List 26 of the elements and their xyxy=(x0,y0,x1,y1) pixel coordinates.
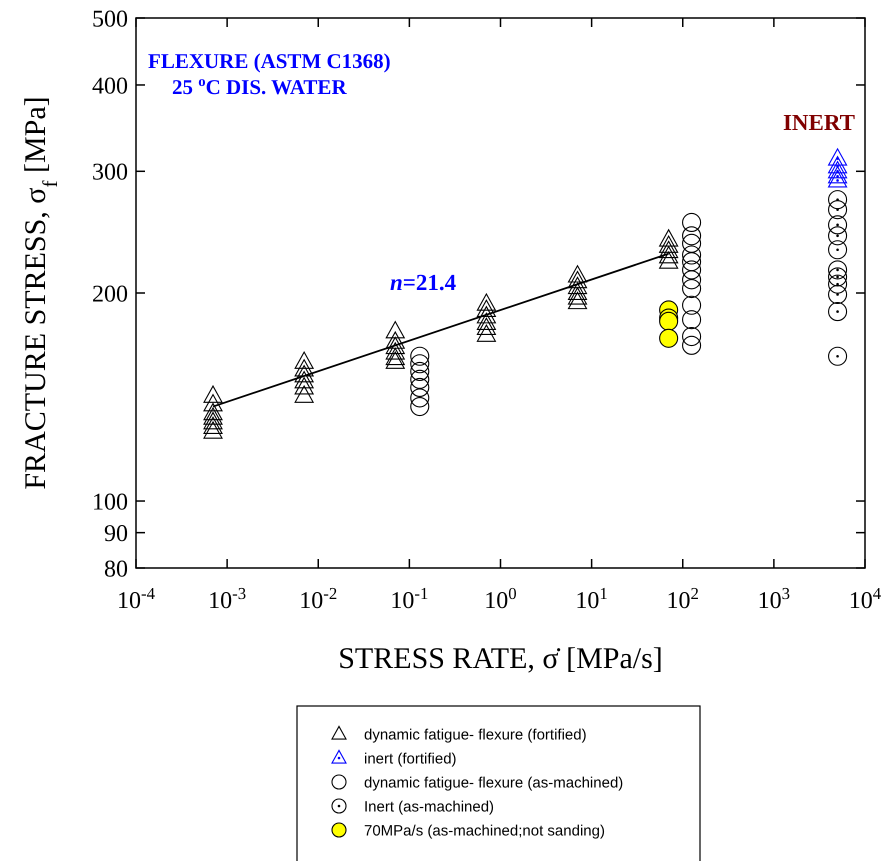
x-axis-title: STRESS RATE, σ̇ [MPa/s] xyxy=(338,642,663,675)
y-tick-label: 90 xyxy=(104,521,128,548)
legend-label: dynamic fatigue- flexure (as-machined) xyxy=(364,774,624,792)
x-tick-label: 10$^{-4}$ xyxy=(117,584,156,614)
annotation: FLEXURE (ASTM C1368) xyxy=(148,49,391,73)
legend-label: 70MPa/s (as-machined;not sanding) xyxy=(364,822,605,840)
y-tick-label: 80 xyxy=(104,556,128,582)
y-tick-label: 100 xyxy=(92,489,128,516)
y-tick-label: 300 xyxy=(92,160,128,186)
x-tick-label: 10$^{-3}$ xyxy=(208,584,246,614)
legend-label: inert (fortified) xyxy=(364,750,457,768)
x-tick-label: 10$^{3}$ xyxy=(758,584,790,614)
legend-label: dynamic fatigue- flexure (fortified) xyxy=(364,726,587,744)
y-tick-label: 500 xyxy=(92,6,128,32)
x-tick-label: 10$^{2}$ xyxy=(666,584,699,614)
y-tick-label: 200 xyxy=(92,281,128,308)
legend-label: Inert (as-machined) xyxy=(364,798,494,816)
x-tick-label: 10$^{-2}$ xyxy=(299,584,338,614)
x-tick-label: 10$^{0}$ xyxy=(484,584,517,614)
annotation: n=21.4 xyxy=(390,270,457,295)
annotation: INERT xyxy=(782,110,856,135)
x-tick-label: 10$^{-1}$ xyxy=(390,584,428,614)
x-tick-label: 10$^{4}$ xyxy=(848,584,882,614)
annotation: 25 $^{o}$C DIS. WATER xyxy=(172,74,348,99)
x-tick-label: 10$^{1}$ xyxy=(575,584,608,614)
y-tick-label: 400 xyxy=(92,73,128,100)
